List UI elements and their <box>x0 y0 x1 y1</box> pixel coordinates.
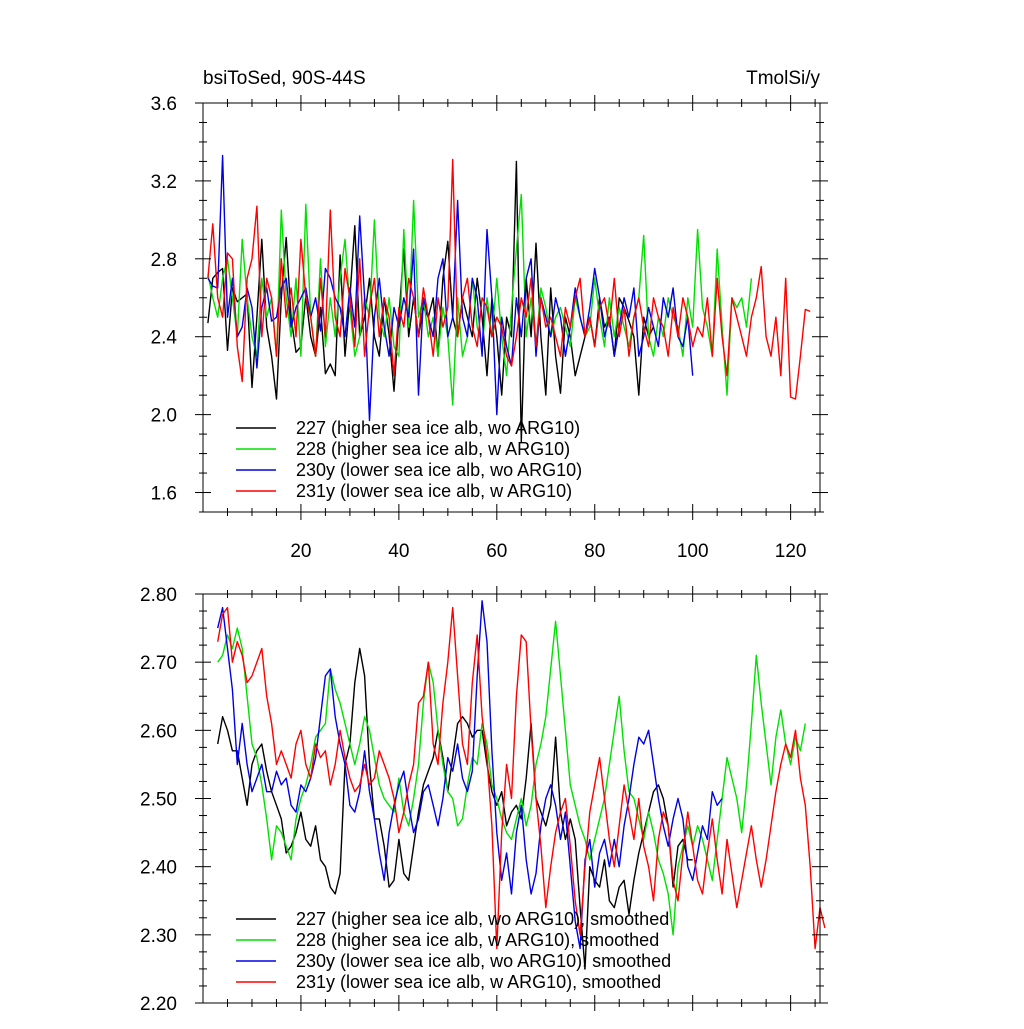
series-line-231y-raw <box>207 158 811 400</box>
x-tick-label: 40 <box>388 541 409 562</box>
smoothed-legend: 227 (higher sea ice alb, wo ARG10), smoo… <box>236 909 671 992</box>
y-tick-label: 2.80 <box>140 585 177 606</box>
series-line-228-smoothed <box>217 620 806 936</box>
series-line-230y-smoothed <box>217 600 723 950</box>
smoothed-axis-ticks: 2.20 2.30 2.40 2.50 2.60 2.70 2.80 <box>140 585 828 1015</box>
y-tick-label: 2.0 <box>151 406 177 427</box>
plot-frame-raw <box>202 102 821 513</box>
legend-label-231y-smoothed: 231y (lower sea ice alb, w ARG10), smoot… <box>296 972 661 992</box>
y-tick-label: 1.6 <box>151 484 177 505</box>
legend-label-227-smoothed: 227 (higher sea ice alb, wo ARG10), smoo… <box>296 909 669 929</box>
y-tick-label: 2.50 <box>140 790 177 811</box>
smoothed-series-lines <box>217 600 826 970</box>
x-tick-label: 80 <box>584 541 605 562</box>
panel-smoothed: 2.20 2.30 2.40 2.50 2.60 2.70 2.80 227 (higher… <box>140 585 828 1015</box>
y-tick-label: 3.2 <box>151 172 177 193</box>
y-tick-label: 2.20 <box>140 994 177 1015</box>
y-tick-label: 2.30 <box>140 926 177 947</box>
y-tick-label: 2.40 <box>140 858 177 879</box>
panel-raw: 20 40 60 80 100 120 1.6 2.0 2.4 2.8 3.2 3.6 227 (hi… <box>151 94 828 562</box>
y-tick-label: 2.4 <box>151 328 178 349</box>
legend-label-230y: 230y (lower sea ice alb, wo ARG10) <box>296 460 582 480</box>
y-tick-label: 3.6 <box>151 94 177 115</box>
y-tick-label: 2.8 <box>151 250 177 271</box>
x-tick-label: 120 <box>775 541 807 562</box>
legend-label-231y: 231y (lower sea ice alb, w ARG10) <box>296 481 572 501</box>
y-tick-label: 2.70 <box>140 653 177 674</box>
series-line-227-smoothed <box>217 647 693 970</box>
legend-label-228: 228 (higher sea ice alb, w ARG10) <box>296 439 570 459</box>
legend-label-227: 227 (higher sea ice alb, wo ARG10) <box>296 418 580 438</box>
raw-axis-ticks: 20 40 60 80 100 120 1.6 2.0 2.4 2.8 3.2 3.6 <box>151 94 828 562</box>
legend-label-228-smoothed: 228 (higher sea ice alb, w ARG10), smoot… <box>296 930 659 950</box>
raw-legend: 227 (higher sea ice alb, wo ARG10) 228 (… <box>236 418 582 501</box>
legend-label-230y-smoothed: 230y (lower sea ice alb, wo ARG10), smoo… <box>296 951 671 971</box>
x-tick-label: 100 <box>677 541 709 562</box>
units-label: TmolSi/y <box>746 68 820 89</box>
raw-series-lines <box>207 154 811 443</box>
y-tick-label: 2.60 <box>140 721 177 742</box>
series-line-231y-smoothed <box>217 606 826 950</box>
x-tick-label: 60 <box>486 541 507 562</box>
x-tick-label: 20 <box>290 541 311 562</box>
chart-title: bsiToSed, 90S-44S <box>203 68 366 89</box>
